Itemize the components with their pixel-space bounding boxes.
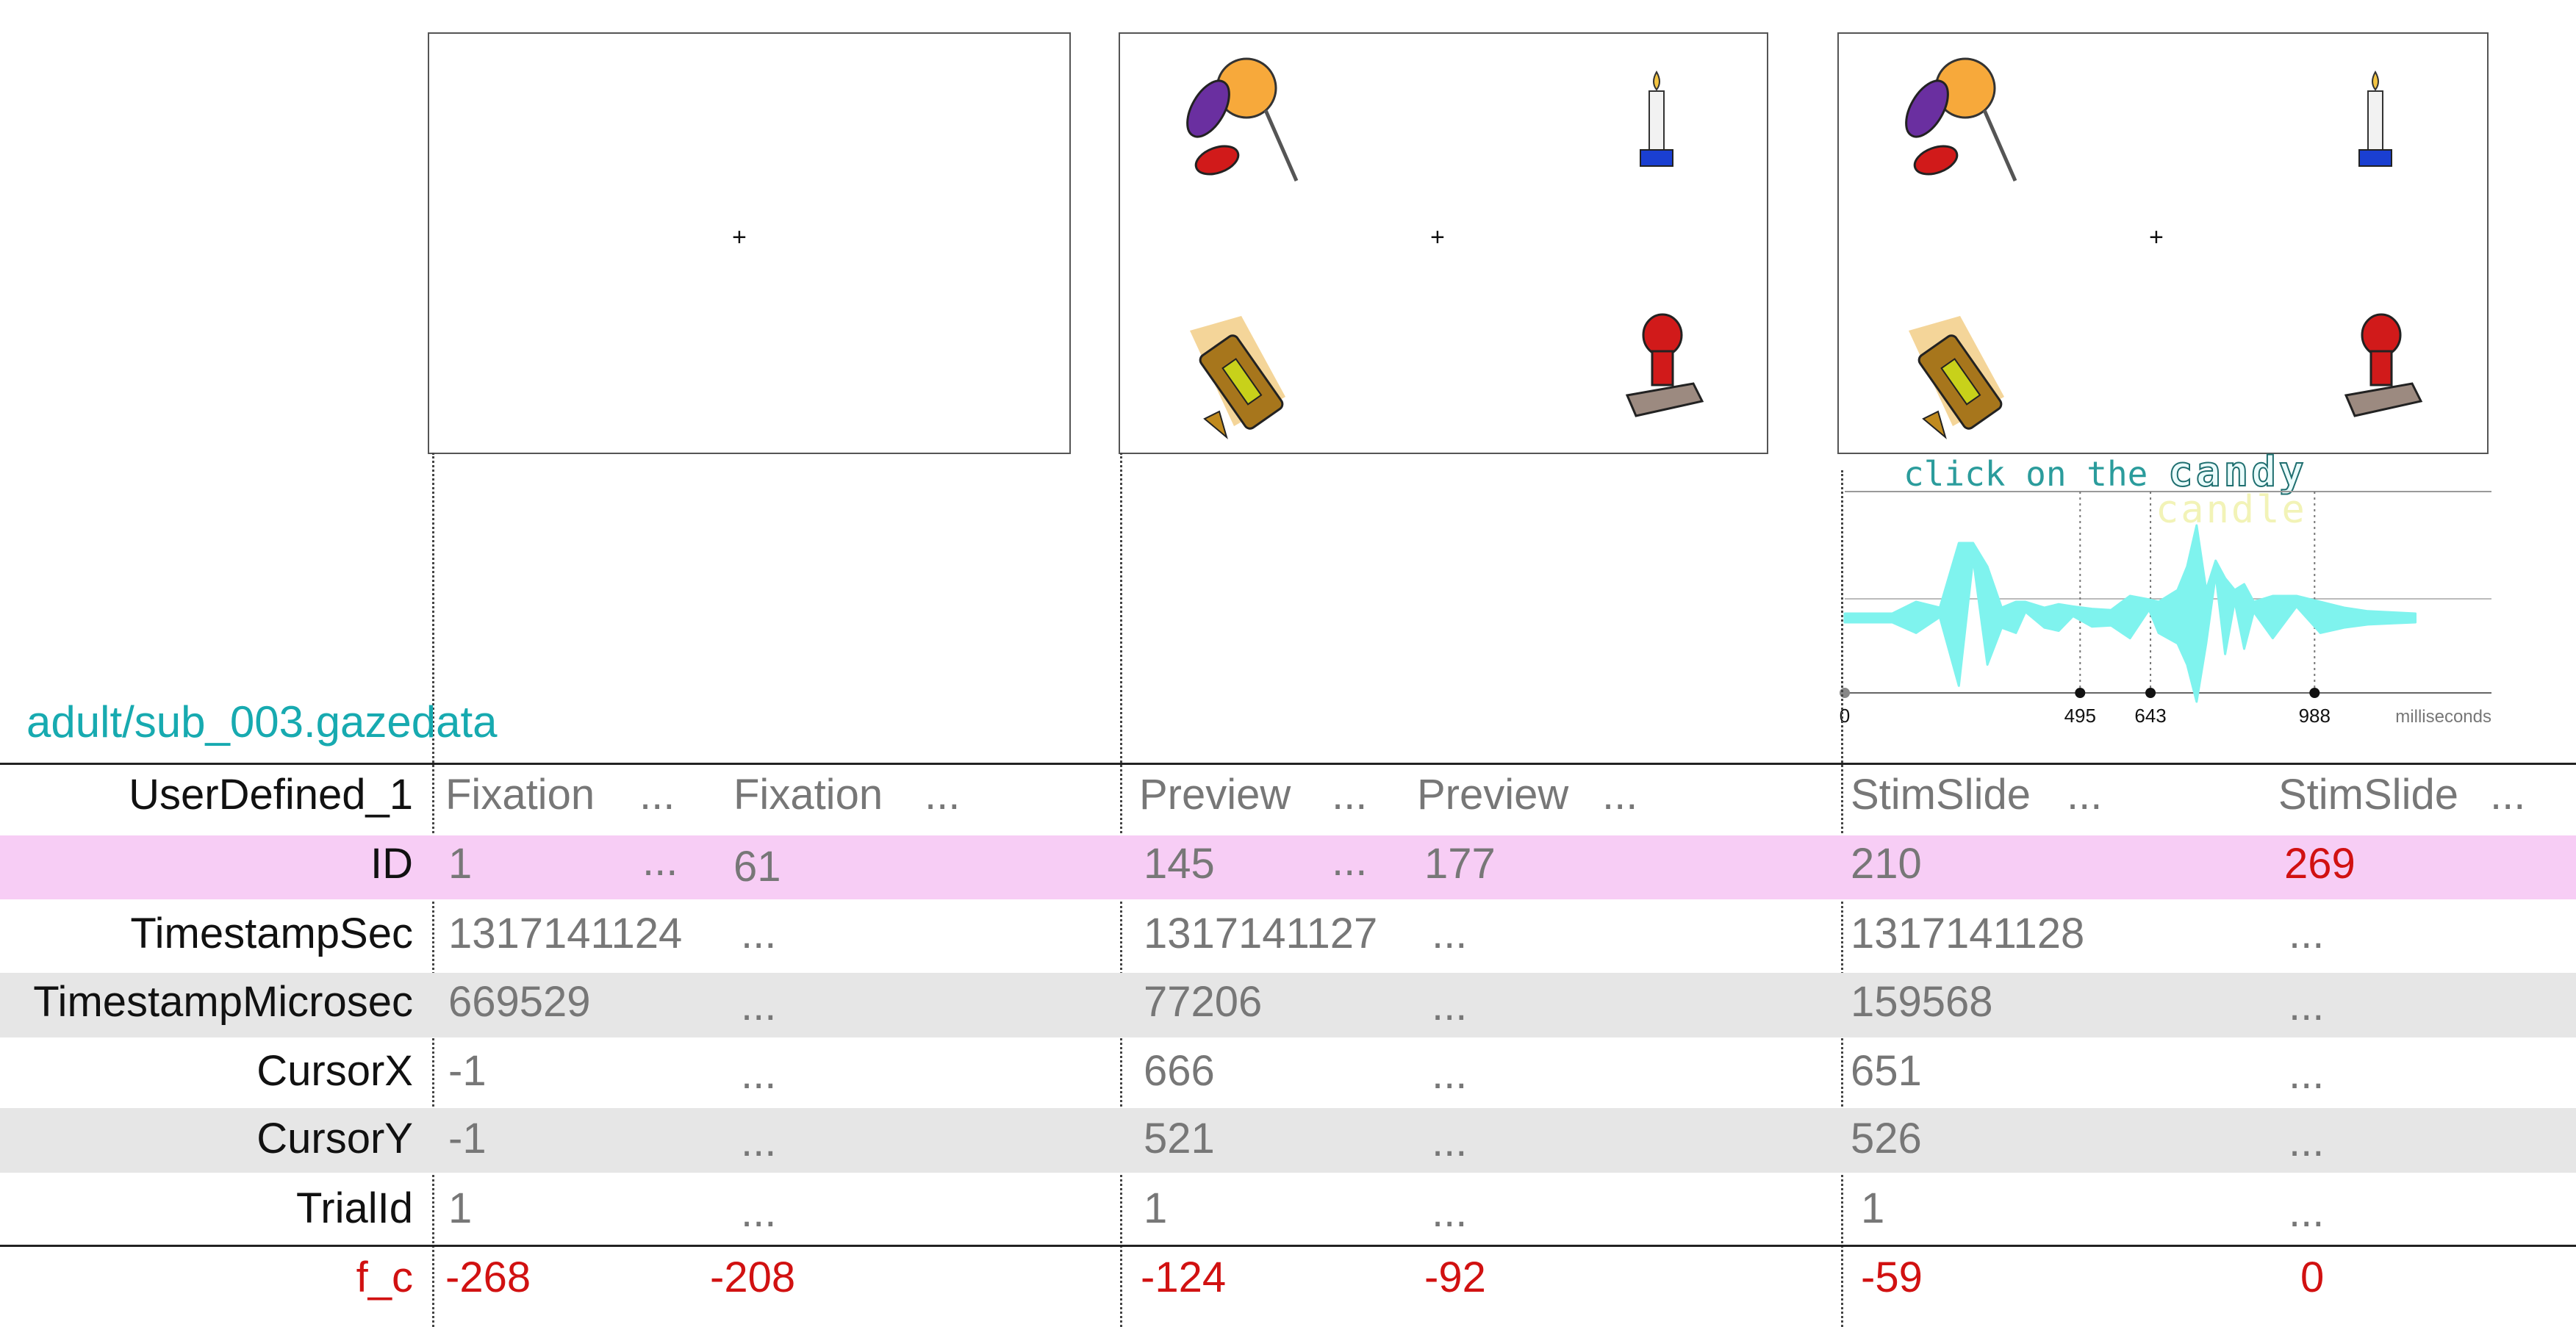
stamp-icon [2344, 313, 2423, 417]
cell: Preview [1139, 771, 1291, 819]
cell: 269 [2284, 840, 2356, 888]
file-label: adult/sub_003.gazedata [26, 697, 498, 747]
cell: -59 [1861, 1254, 1923, 1301]
cell: ... [2289, 1118, 2325, 1165]
cell: ... [741, 1050, 777, 1098]
row-label-timestampsec: TimestampSec [130, 910, 413, 957]
cell: ... [1432, 982, 1468, 1029]
cell: ... [1432, 1050, 1468, 1098]
cell: 159568 [1851, 978, 1993, 1026]
alt-row-band [0, 973, 2576, 1037]
cell: 651 [1851, 1047, 1922, 1095]
instruction-caption: click on the candy [1904, 447, 2307, 497]
tick-marker [2309, 688, 2320, 698]
cell: ... [741, 1188, 777, 1236]
cell: 61 [733, 843, 781, 891]
cell: 666 [1144, 1047, 1215, 1095]
alt-row-band [0, 1108, 2576, 1173]
tick-label: 988 [2299, 705, 2331, 727]
row-label-trialid: TrialId [296, 1184, 413, 1232]
audio-trace-series [1843, 524, 2417, 703]
cell: ... [1332, 837, 1368, 885]
tick-label: 495 [2064, 705, 2096, 727]
cell: ... [1432, 1188, 1468, 1236]
cell: 1317141124 [448, 910, 683, 957]
cell: ... [741, 910, 777, 957]
row-label-cursorx: CursorX [256, 1047, 413, 1095]
cell: StimSlide [2278, 771, 2458, 819]
cell: ... [2289, 1050, 2325, 1098]
cell: 1 [1144, 1184, 1168, 1232]
level-tool-icon [1190, 316, 1285, 439]
cell: ... [1432, 1118, 1468, 1165]
cell: ... [741, 982, 777, 1029]
row-label-cursory: CursorY [256, 1115, 413, 1162]
table-top-rule [0, 763, 2576, 765]
cell: -124 [1141, 1254, 1227, 1301]
cell: 521 [1144, 1115, 1215, 1162]
candle-icon [2358, 70, 2392, 167]
cell: ... [1332, 771, 1368, 819]
id-row-highlight [0, 835, 2576, 899]
cell: 1317141128 [1851, 910, 2085, 957]
cell: 1 [448, 1184, 473, 1232]
cell: 0 [2300, 1254, 2325, 1301]
fixation-cross: + [732, 223, 747, 251]
cell: ... [2289, 910, 2325, 957]
preview-slide: + [1119, 32, 1768, 454]
cell: -1 [448, 1047, 487, 1095]
candy-icon [1186, 57, 1299, 182]
cell: Preview [1417, 771, 1569, 819]
cell: ... [1432, 910, 1468, 957]
tick-marker [2145, 688, 2156, 698]
cell: 1317141127 [1144, 910, 1378, 957]
cell: 77206 [1144, 978, 1263, 1026]
cell: 526 [1851, 1115, 1922, 1162]
candy-icon [1905, 57, 2017, 182]
target-word: candy [2167, 447, 2307, 497]
audio-trace-chart: 0 495 643 988 milliseconds [1840, 491, 2491, 727]
cell: Fixation [445, 771, 595, 819]
cell: StimSlide [1851, 771, 2031, 819]
cell: 1 [448, 840, 473, 888]
row-label-id: ID [370, 840, 413, 888]
caption-prefix: click on the [1904, 454, 2148, 494]
cell: Fixation [733, 771, 883, 819]
cell: ... [639, 771, 675, 819]
stim-slide: + [1837, 32, 2489, 454]
cell: ... [925, 771, 961, 819]
distractor-word: candle [2156, 488, 2307, 532]
table-bottom-rule [0, 1245, 2576, 1247]
row-label-userdefined: UserDefined_1 [129, 771, 413, 819]
tick-label: 643 [2134, 705, 2166, 727]
cell: ... [2067, 771, 2103, 819]
cell: 177 [1424, 840, 1496, 888]
cell: 145 [1144, 840, 1215, 888]
fixation-slide: + [428, 32, 1071, 454]
cell: -208 [710, 1254, 796, 1301]
cell: ... [741, 1118, 777, 1165]
cell: 210 [1851, 840, 1922, 888]
row-label-fc: f_c [356, 1254, 413, 1301]
cell: 1 [1861, 1184, 1885, 1232]
cell: ... [2289, 1188, 2325, 1236]
row-label-timestampmicrosec: TimestampMicrosec [33, 978, 413, 1026]
cell: ... [642, 837, 678, 885]
fixation-cross: + [2149, 223, 2164, 251]
cell: ... [2490, 771, 2526, 819]
x-axis-label: milliseconds [2395, 707, 2491, 727]
cell: ... [2289, 982, 2325, 1029]
candle-icon [1640, 70, 1673, 167]
cell: ... [1602, 771, 1638, 819]
cell: -1 [448, 1115, 487, 1162]
cell: -268 [445, 1254, 531, 1301]
fixation-cross: + [1430, 223, 1445, 251]
cell: -92 [1424, 1254, 1486, 1301]
level-tool-icon [1909, 316, 2004, 439]
cell: 669529 [448, 978, 591, 1026]
tick-marker [2075, 688, 2086, 698]
stamp-icon [1625, 313, 1704, 417]
